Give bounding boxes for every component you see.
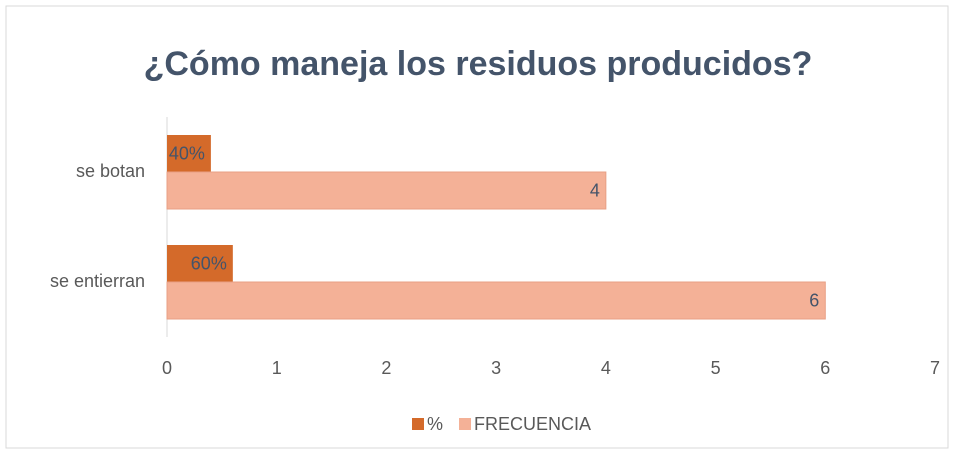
chart-title: ¿Cómo maneja los residuos producidos? <box>144 45 813 83</box>
legend-label: FRECUENCIA <box>474 414 591 434</box>
data-label: 6 <box>809 290 819 310</box>
x-tick-label: 0 <box>162 358 172 378</box>
x-tick-label: 5 <box>711 358 721 378</box>
legend-swatch <box>459 418 472 430</box>
data-label: 40% <box>169 143 205 163</box>
y-tick-label: se entierran <box>50 271 145 291</box>
bar <box>167 245 233 282</box>
bar <box>166 171 607 210</box>
x-tick-label: 2 <box>381 358 391 378</box>
data-label: 4 <box>590 180 600 200</box>
y-tick-label: se botan <box>76 161 145 181</box>
chart-frame <box>5 5 949 449</box>
legend-label: % <box>427 414 443 434</box>
legend-swatch <box>412 418 424 430</box>
bar <box>167 135 211 172</box>
data-label: 60% <box>191 253 227 273</box>
bar <box>166 281 826 320</box>
x-tick-label: 6 <box>820 358 830 378</box>
x-tick-label: 1 <box>272 358 282 378</box>
x-tick-label: 7 <box>930 358 940 378</box>
x-tick-label: 4 <box>601 358 611 378</box>
x-tick-label: 3 <box>491 358 501 378</box>
